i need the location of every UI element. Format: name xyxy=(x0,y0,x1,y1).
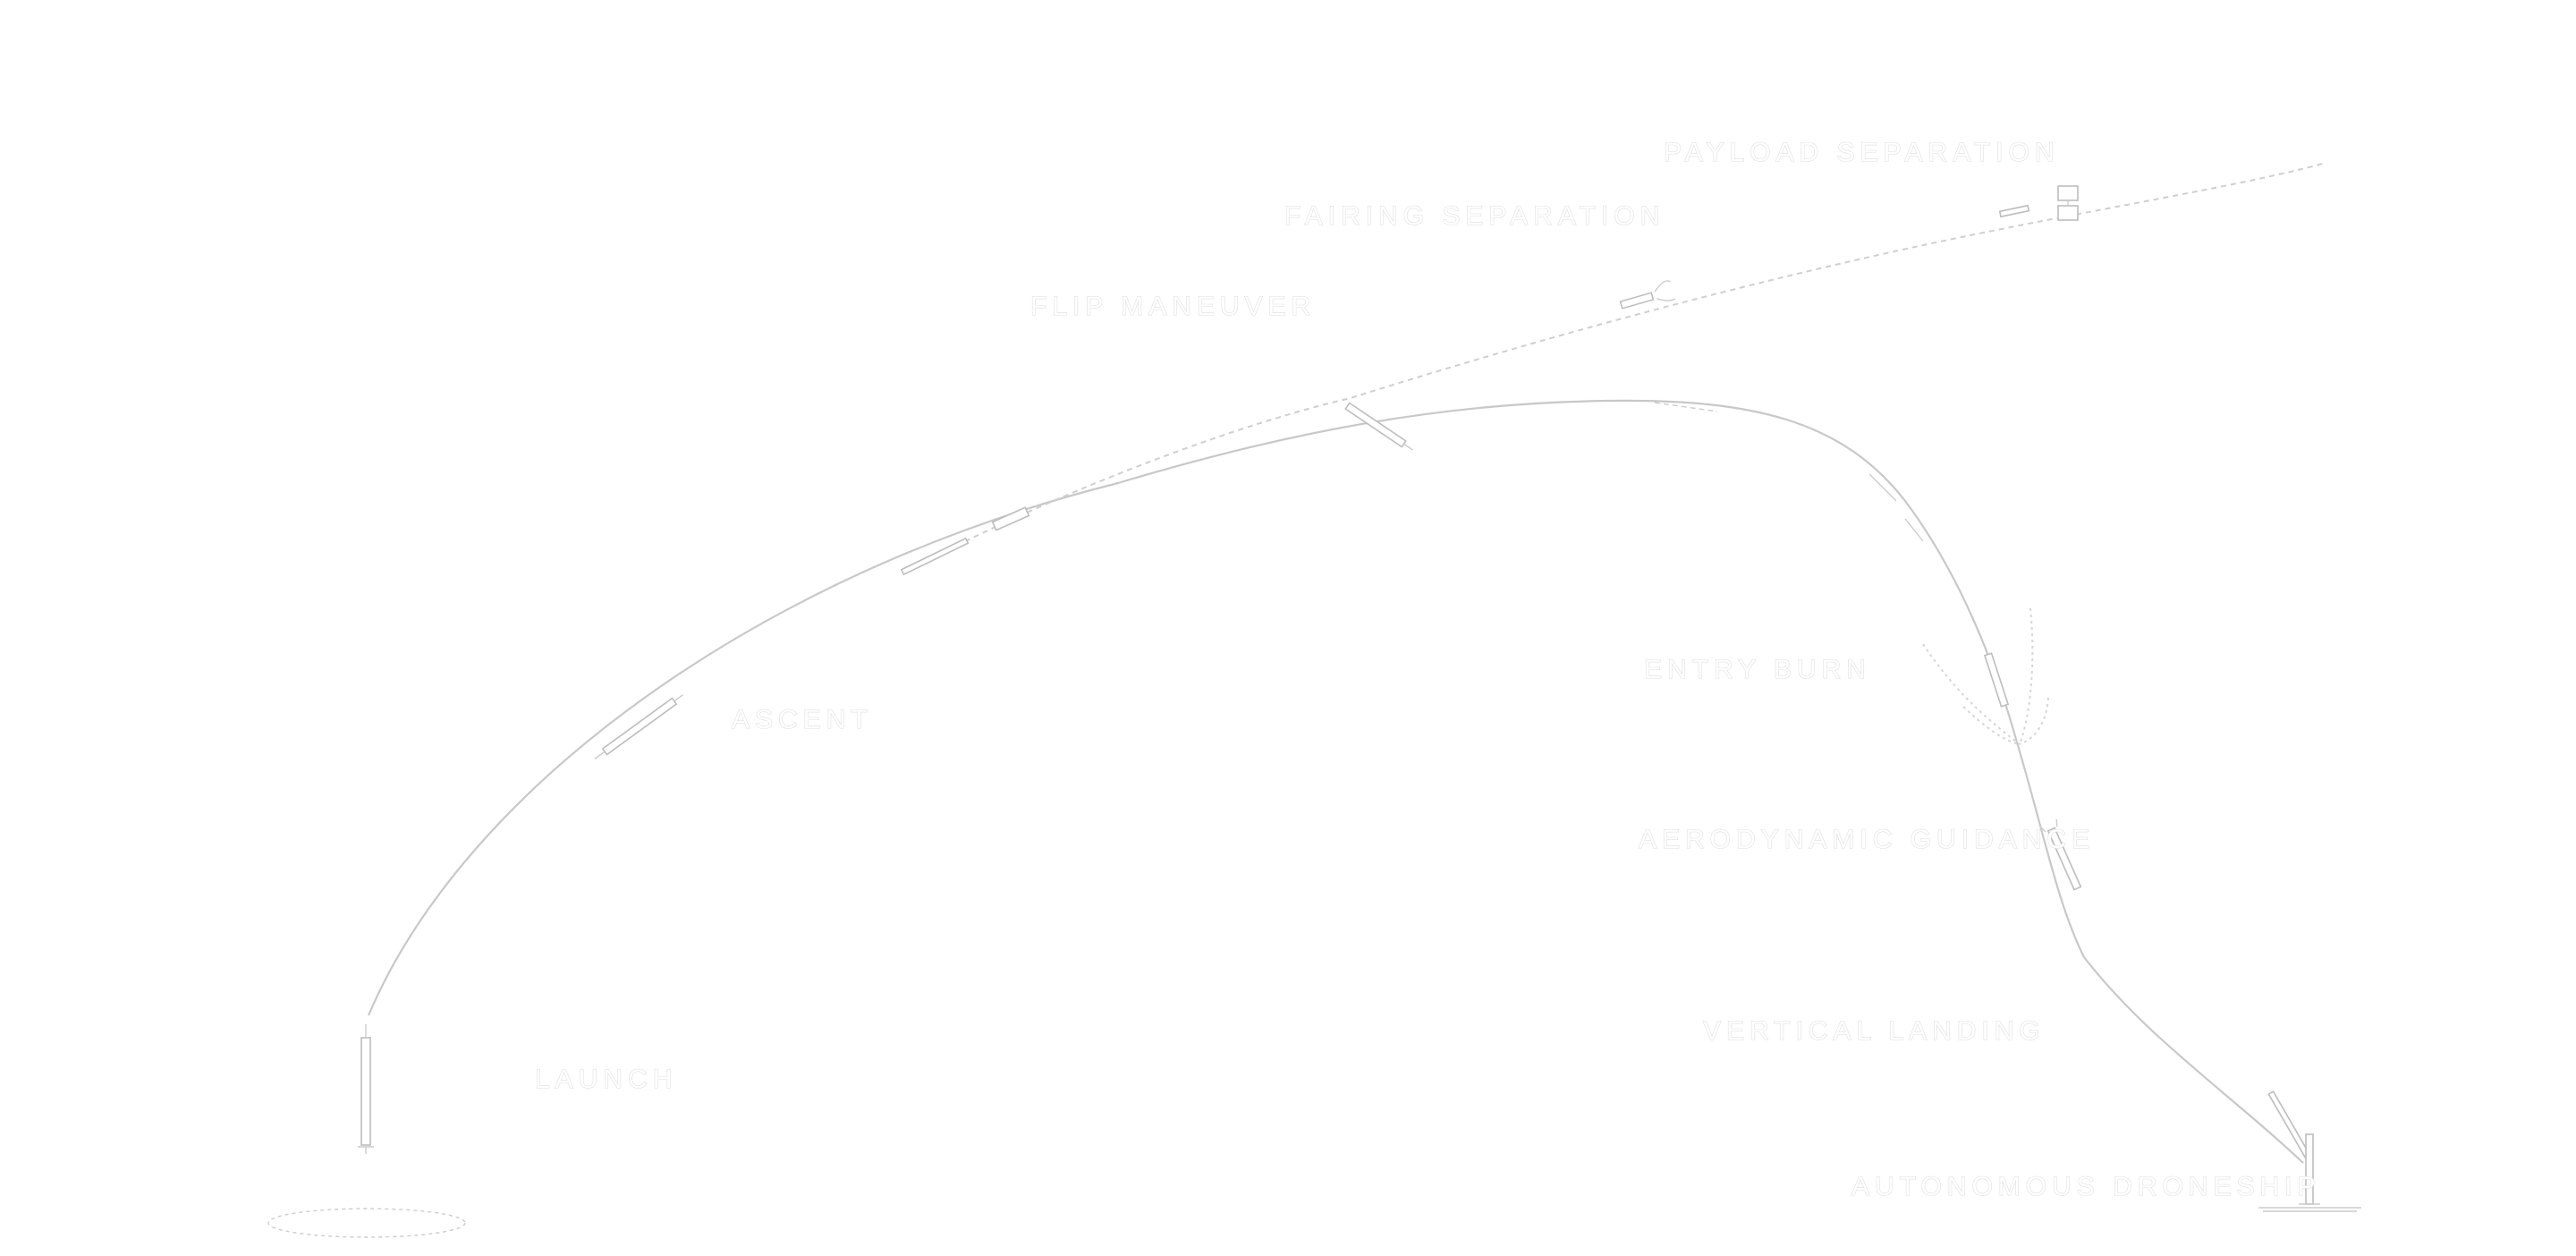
flip-maneuver-arrow xyxy=(1654,402,1718,412)
landing-booster xyxy=(2267,1091,2312,1160)
label-payload-separation: PAYLOAD SEPARATION xyxy=(1664,138,2060,167)
flip-maneuver-booster xyxy=(1344,402,1413,451)
satellite-icon xyxy=(2057,185,2079,221)
entry-burn-booster xyxy=(1983,652,2010,708)
label-autonomous-drone-ship: AUTONOMOUS DRONESHIP xyxy=(1852,1172,2321,1201)
second-stage-trajectory xyxy=(902,162,2326,573)
upper-ascent-rocket xyxy=(991,506,1030,531)
label-launch: LAUNCH xyxy=(535,1065,677,1094)
label-vertical-landing: VERTICAL LANDING xyxy=(1703,1016,2046,1046)
fairing-separation-stage xyxy=(1619,280,1676,310)
entry-burn-plume xyxy=(1922,607,2049,745)
rocket-on-pad xyxy=(358,1024,374,1154)
landed-booster xyxy=(2299,1133,2320,1205)
payload-separation-stage xyxy=(1998,204,2030,218)
aerodynamic-guidance-booster xyxy=(2039,819,2082,891)
drone-ship xyxy=(2258,1207,2361,1212)
descent-markers xyxy=(1868,473,1924,542)
label-flip-maneuver: FLIP MANEUVER xyxy=(1030,292,1316,321)
label-aerodynamic-guidance: AERODYNAMIC GUIDANCE xyxy=(1639,825,2095,854)
launch-pad xyxy=(267,1208,466,1238)
ascent-rocket xyxy=(594,694,683,760)
label-fairing-separation: FAIRING SEPARATION xyxy=(1284,201,1665,231)
booster-trajectory xyxy=(367,399,2304,1164)
label-ascent: ASCENT xyxy=(732,705,873,734)
mid-ascent-rocket xyxy=(900,537,970,576)
label-entry-burn: ENTRY BURN xyxy=(1644,655,1871,684)
